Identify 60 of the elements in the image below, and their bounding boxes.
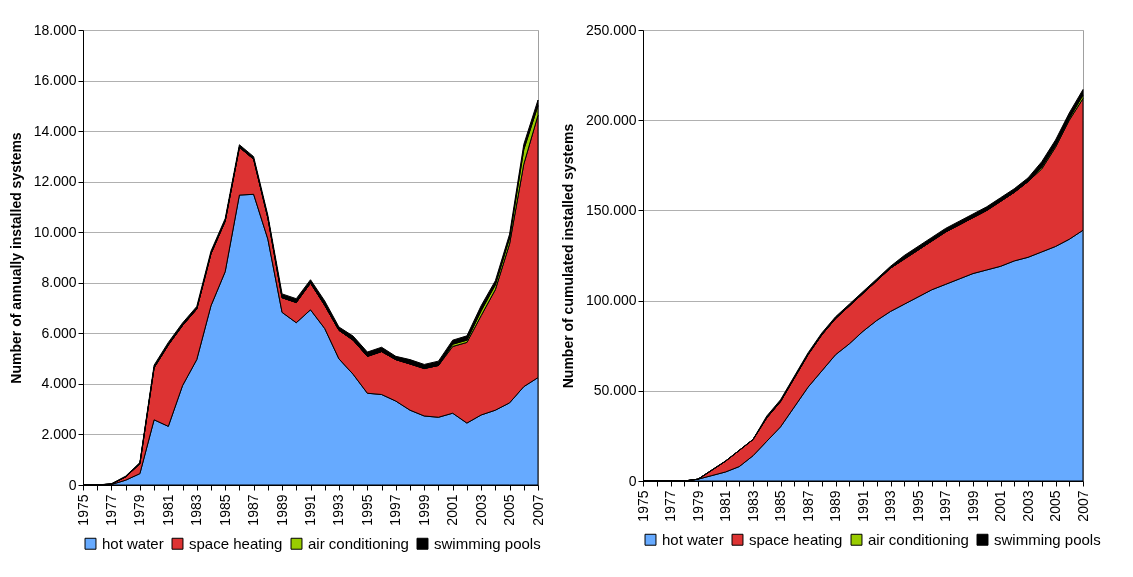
x-tick-label: 1983 xyxy=(188,494,205,526)
y-tick-label: 0 xyxy=(628,472,637,489)
x-tick-label: 1991 xyxy=(854,490,871,522)
y-tick-label: 250.000 xyxy=(585,21,637,38)
x-tick-label: 1975 xyxy=(634,490,651,522)
x-tick-label: 1999 xyxy=(415,494,432,526)
x-tick-label: 1987 xyxy=(245,494,262,526)
y-tick-label: 14.000 xyxy=(33,122,77,139)
x-tick-label: 1999 xyxy=(964,490,981,522)
y-tick-label: 50.000 xyxy=(593,382,637,399)
x-tick-label: 2007 xyxy=(529,494,546,526)
x-tick-label: 1993 xyxy=(330,494,347,526)
legend-label: air conditioning xyxy=(308,534,409,552)
legend-label: air conditioning xyxy=(868,530,969,548)
y-tick-label: 10.000 xyxy=(33,223,77,240)
y-tick-label: 0 xyxy=(68,476,77,493)
legend-label: space heating xyxy=(749,530,843,548)
y-tick-label: 2.000 xyxy=(41,425,77,442)
y-tick-label: 12.000 xyxy=(33,173,77,190)
x-tick-label: 1983 xyxy=(744,490,761,522)
y-tick-label: 16.000 xyxy=(33,72,77,89)
x-tick-label: 2005 xyxy=(1047,490,1063,522)
x-tick-label: 1987 xyxy=(799,490,816,522)
y-axis-title: Number of cumulated installed systems xyxy=(559,123,576,389)
x-tick-label: 1979 xyxy=(689,490,706,522)
y-axis-title: Number of annually installed systems xyxy=(7,132,24,384)
x-tick-label: 2003 xyxy=(1019,490,1036,522)
x-tick-label: 1997 xyxy=(937,490,953,522)
legend-label: space heating xyxy=(189,534,283,552)
legend-label: swimming pools xyxy=(994,530,1101,548)
x-tick-label: 1977 xyxy=(102,494,119,526)
x-tick-label: 1989 xyxy=(273,494,290,526)
x-tick-label: 1981 xyxy=(717,490,733,522)
y-tick-label: 6.000 xyxy=(41,324,77,341)
y-tick-label: 18.000 xyxy=(33,21,77,38)
x-tick-label: 1981 xyxy=(159,494,176,526)
x-tick-label: 1991 xyxy=(302,494,318,526)
x-tick-label: 1977 xyxy=(662,490,678,522)
x-tick-label: 2007 xyxy=(1074,490,1091,522)
x-tick-label: 1979 xyxy=(131,494,148,526)
x-tick-label: 1975 xyxy=(74,494,91,526)
x-tick-label: 2001 xyxy=(992,490,1008,522)
x-tick-label: 1985 xyxy=(772,490,788,522)
x-tick-label: 1995 xyxy=(358,494,375,526)
legend-label: hot water xyxy=(102,534,164,552)
x-tick-label: 1985 xyxy=(216,494,233,526)
x-tick-label: 2001 xyxy=(444,494,461,526)
x-tick-label: 1989 xyxy=(827,490,843,522)
x-tick-label: 1997 xyxy=(387,494,404,526)
x-tick-label: 2005 xyxy=(501,494,518,526)
x-tick-label: 1993 xyxy=(882,490,898,522)
legend-label: swimming pools xyxy=(434,534,541,552)
y-tick-label: 100.000 xyxy=(585,292,637,309)
x-tick-label: 2003 xyxy=(472,494,489,526)
x-tick-label: 1995 xyxy=(909,490,926,522)
y-tick-label: 200.000 xyxy=(585,111,637,128)
y-tick-label: 8.000 xyxy=(41,274,77,291)
y-tick-label: 4.000 xyxy=(41,375,77,392)
y-tick-label: 150.000 xyxy=(585,201,637,218)
legend-label: hot water xyxy=(662,530,724,548)
